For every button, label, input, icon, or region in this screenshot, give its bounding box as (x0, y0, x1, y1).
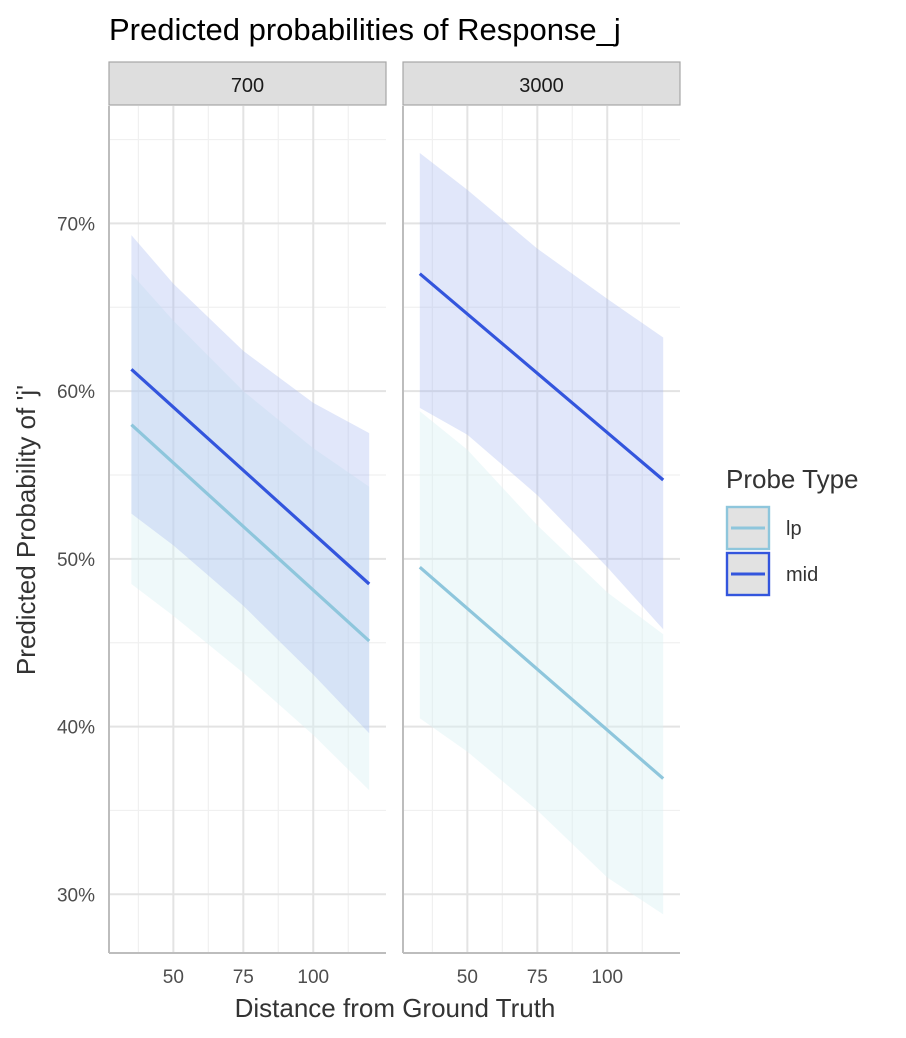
legend-entries: lp mid (725, 505, 818, 597)
series-line-mid (130, 368, 371, 586)
legend: Probe Type lp mid (725, 464, 859, 597)
facet-strip (402, 61, 681, 106)
legend-entry-lp: lp (725, 505, 802, 551)
legend-label: lp (786, 518, 802, 540)
legend-entry-mid: mid (725, 551, 818, 597)
facet-panels: 700 50 75 100 30% 40% 50% 60% 70% 3000 50 75 100 (57, 61, 681, 988)
series-line-mid (418, 272, 665, 482)
confidence-ribbon-mid (419, 153, 664, 630)
facet-strip (108, 61, 387, 106)
legend-label: mid (786, 564, 818, 586)
x-tick-label: 50 (163, 967, 184, 988)
y-axis-title: Predicted Probability of 'j' (11, 385, 41, 675)
facet-panel-3000: 3000 50 75 100 (402, 61, 681, 988)
x-tick-label: 75 (233, 967, 254, 988)
y-tick-label: 60% (57, 382, 95, 403)
x-tick-label: 100 (591, 967, 623, 988)
x-tick-label: 75 (527, 967, 548, 988)
confidence-ribbon-mid (131, 235, 370, 734)
facet-strip-label: 700 (231, 75, 264, 97)
y-tick-label: 30% (57, 885, 95, 906)
chart-title: Predicted probabilities of Response_j (109, 12, 621, 47)
x-tick-label: 100 (297, 967, 329, 988)
y-tick-label: 40% (57, 718, 95, 739)
x-tick-label: 50 (457, 967, 478, 988)
y-tick-label: 70% (57, 214, 95, 235)
x-axis-title: Distance from Ground Truth (235, 993, 556, 1023)
series-line-lp (418, 565, 665, 780)
facet-panel-700: 700 50 75 100 30% 40% 50% 60% 70% (57, 61, 387, 988)
series-line-lp (130, 423, 371, 643)
y-tick-label: 50% (57, 550, 95, 571)
facet-strip-label: 3000 (519, 75, 564, 97)
legend-title: Probe Type (726, 464, 859, 494)
confidence-ribbon-lp (419, 411, 664, 915)
